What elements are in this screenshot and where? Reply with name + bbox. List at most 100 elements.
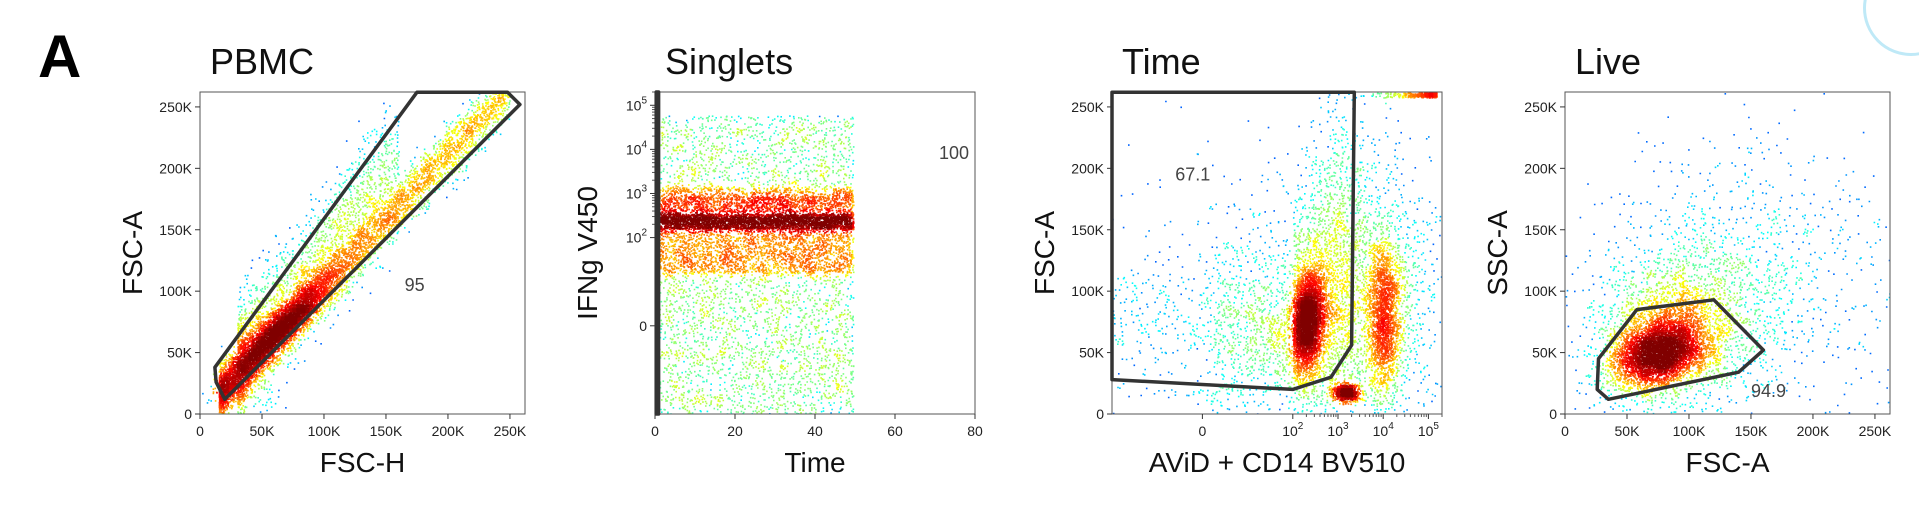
event-dots [1316, 300, 1322, 306]
event-dots [220, 356, 266, 398]
y-tick-label: 250K [1071, 99, 1104, 115]
event-dots [1304, 352, 1310, 357]
event-dots [1641, 336, 1679, 366]
y-tick-label: 100K [1071, 283, 1104, 299]
event-dots [220, 276, 329, 378]
event-dots [1296, 349, 1302, 354]
event-dots [1617, 348, 1703, 362]
event-dots [308, 296, 314, 302]
event-dots [1649, 328, 1654, 333]
event-dots [1665, 348, 1679, 370]
event-dots [1681, 328, 1695, 370]
plot-frame [1564, 91, 1891, 415]
y-tick-label: 0 [1549, 406, 1557, 422]
event-dots [1637, 340, 1643, 346]
y-tick-label: 50K [167, 345, 193, 361]
event-dots [1689, 333, 1694, 338]
event-dots [1661, 336, 1667, 342]
x-tick-label: 150K [370, 423, 403, 439]
event-dots [1300, 300, 1354, 398]
event-dots [1304, 280, 1326, 310]
event-dots [691, 196, 781, 212]
event-dots [659, 216, 849, 230]
gate-percent-label: 95 [405, 275, 425, 295]
event-dots [1308, 284, 1314, 290]
x-tick-label: 40 [807, 423, 823, 439]
event-dots [248, 121, 497, 399]
event-dots [1312, 304, 1318, 310]
event-dots [1388, 328, 1394, 334]
event-dots [1665, 316, 1703, 353]
y-axis-label: SSC-A [1482, 210, 1513, 296]
event-dots [755, 212, 761, 218]
event-dots [1300, 92, 1405, 393]
x-tick-label: 100K [1673, 423, 1706, 439]
event-dots [1625, 344, 1635, 366]
event-dots [1294, 265, 1393, 377]
event-dots [1300, 300, 1318, 322]
x-tick-label: 0 [196, 423, 204, 439]
event-dots [1649, 376, 1659, 382]
event-dots [1372, 352, 1394, 365]
event-dots [683, 212, 713, 230]
x-tick-label: 80 [967, 423, 983, 439]
event-dots [237, 332, 270, 382]
event-dots [216, 392, 226, 406]
event-dots [1312, 348, 1318, 354]
event-dots [328, 260, 349, 293]
gate-percent-label: 94.9 [1751, 381, 1786, 401]
x-tick-label: 20 [727, 423, 743, 439]
event-dots [827, 228, 833, 234]
event-dots [1633, 332, 1659, 358]
y-tick-label: 150K [1071, 222, 1104, 238]
chart-title: Singlets [665, 41, 793, 82]
y-tick-label: 0 [1096, 406, 1104, 422]
event-dots [1637, 332, 1643, 338]
x-tick-label: 150K [1735, 423, 1768, 439]
event-dots [1388, 276, 1394, 281]
event-dots [1312, 269, 1401, 385]
event-dots [1669, 320, 1675, 326]
event-dots [1641, 304, 1721, 392]
y-tick-label: 200K [1524, 160, 1557, 176]
event-dots [723, 200, 793, 210]
event-dots [1384, 288, 1390, 354]
event-dots [1292, 328, 1314, 358]
event-dots [1653, 348, 1699, 378]
event-dots [1244, 96, 1405, 394]
x-tick-label: 200K [1797, 423, 1830, 439]
event-dots [236, 372, 242, 378]
event-dots [759, 208, 776, 233]
x-tick-label: 0 [651, 423, 659, 439]
event-dots [248, 336, 254, 342]
event-dots [232, 100, 506, 353]
event-dots [1657, 324, 1695, 350]
y-tick-label: 150K [159, 222, 192, 238]
event-dots [1673, 308, 1711, 370]
event-dots [252, 336, 258, 342]
event-dots [1304, 284, 1310, 289]
event-dots [268, 272, 325, 322]
event-dots [659, 188, 853, 270]
event-dots [1657, 376, 1663, 382]
event-dots [787, 208, 793, 214]
plot-frame [199, 91, 526, 415]
event-dots [1673, 372, 1679, 377]
event-dots [747, 224, 757, 230]
event-dots [1637, 352, 1642, 358]
panel-letter: A [38, 23, 82, 90]
x-axis-label: AViD + CD14 BV510 [1149, 447, 1406, 478]
event-dots [312, 293, 318, 298]
event-dots [727, 224, 797, 230]
event-dots [1625, 364, 1635, 374]
event-dots [256, 344, 285, 374]
x-axis-label: FSC-A [1686, 447, 1770, 478]
event-dots [260, 344, 274, 354]
event-dots [1665, 332, 1671, 338]
event-dots [244, 344, 258, 374]
event-dots [1384, 352, 1390, 358]
event-dots [715, 212, 757, 218]
event-dots [264, 320, 290, 366]
